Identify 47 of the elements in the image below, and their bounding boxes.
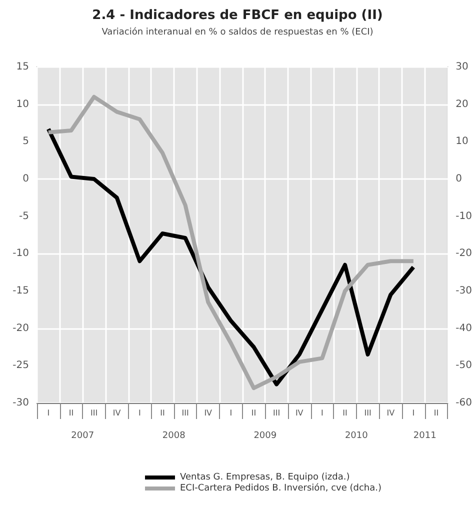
y2-tick-label: 0 <box>456 174 462 184</box>
x-tick-label: I <box>230 408 232 418</box>
y2-tick-label: -10 <box>456 210 472 222</box>
legend-label: Ventas G. Empresas, B. Equipo (izda.) <box>180 472 350 482</box>
legend-label: ECI-Cartera Pedidos B. Inversión, cve (dcha.) <box>180 482 382 494</box>
text: 2011 <box>413 431 436 441</box>
x-tick-label: I <box>47 408 50 418</box>
y-tick-label: 15 <box>16 62 29 72</box>
y-tick-label: -15 <box>12 286 29 296</box>
x-tick-label: II <box>434 408 439 418</box>
y-tick-label: -30 <box>12 398 29 408</box>
x-tick-label: IV <box>112 408 122 418</box>
x-tick-label: IV <box>295 408 304 418</box>
x-tick-label: III <box>182 408 189 418</box>
x-tick-label: IV <box>204 408 213 418</box>
x-tick-label: I <box>138 408 141 418</box>
text: 2007 <box>71 431 94 441</box>
x-tick-label: II <box>68 408 74 418</box>
y2-tick-label: -20 <box>456 248 472 260</box>
y2-tick-label: -30 <box>456 286 472 296</box>
y2-tick-label: -50 <box>456 360 472 372</box>
x-tick-label: I <box>321 408 324 418</box>
x-tick-label: III <box>90 408 98 418</box>
y-tick-label: -10 <box>12 248 29 260</box>
text: 2008 <box>162 431 186 441</box>
chart-title: 2.4 - Indicadores de FBCF en equipo (II) <box>92 8 383 23</box>
y2-tick-label: 30 <box>456 62 468 72</box>
y-tick-label: 10 <box>16 98 29 110</box>
y2-tick-label: -60 <box>456 398 472 408</box>
y-tick-label: -5 <box>19 210 29 222</box>
x-tick-label: II <box>251 408 256 418</box>
x-tick-label: II <box>160 408 165 418</box>
y2-tick-label: 20 <box>456 98 468 110</box>
x-tick-label: I <box>412 408 415 418</box>
text: 2010 <box>344 431 368 441</box>
chart-subtitle: Variación interanual en % o saldos de respuestas en % (ECI) <box>102 26 374 38</box>
text: 2009 <box>254 431 277 441</box>
y-tick-label: 0 <box>22 174 29 184</box>
x-tick-label: IV <box>386 408 396 418</box>
y2-tick-label: 10 <box>456 136 468 148</box>
x-tick-label: III <box>273 408 280 418</box>
x-tick-label: II <box>342 408 348 418</box>
y-tick-label: -25 <box>12 360 29 372</box>
y2-tick-label: -40 <box>456 322 472 334</box>
y-tick-label: 5 <box>22 136 29 148</box>
y-tick-label: -20 <box>12 322 29 334</box>
x-tick-label: III <box>364 408 372 418</box>
